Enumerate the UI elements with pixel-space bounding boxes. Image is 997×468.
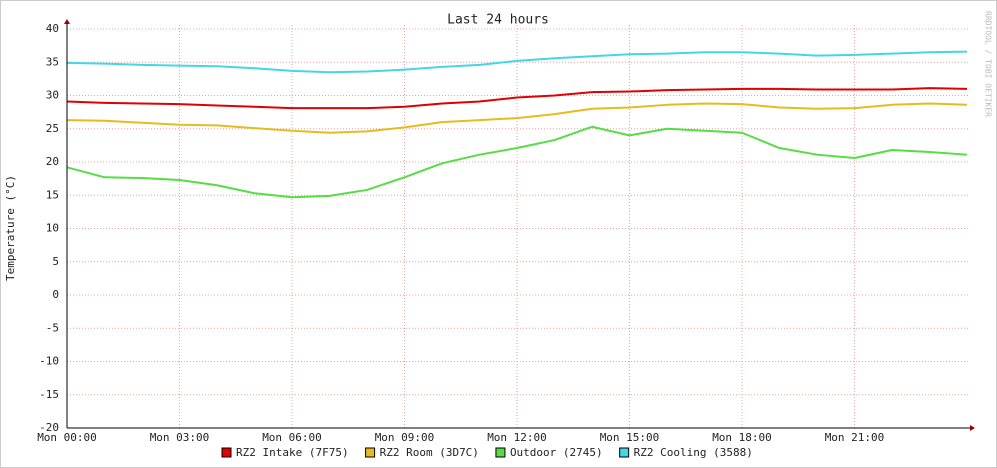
series-line xyxy=(66,125,968,199)
y-tick-label: 35 xyxy=(46,55,59,68)
y-tick-label: 0 xyxy=(52,288,59,301)
watermark: RRDTOOL / TOBI OETIKER xyxy=(984,11,993,117)
y-tick-label: -20 xyxy=(39,421,59,434)
legend-swatch xyxy=(365,447,376,458)
legend-swatch xyxy=(221,447,232,458)
x-tick-label: Mon 18:00 xyxy=(712,431,772,444)
y-axis-label: Temperature (°C) xyxy=(4,175,17,281)
series-line xyxy=(66,50,968,74)
legend-swatch xyxy=(619,447,630,458)
y-tick-label: -10 xyxy=(39,355,59,368)
y-tick-label: 5 xyxy=(52,255,59,268)
chart-title: Last 24 hours xyxy=(447,13,549,28)
y-tick-label: 15 xyxy=(46,188,59,201)
series-line xyxy=(66,87,968,110)
x-tick-label: Mon 09:00 xyxy=(375,431,435,444)
x-arrow xyxy=(970,425,975,431)
x-tick-label: Mon 21:00 xyxy=(825,431,885,444)
legend-label: RZ2 Cooling (3588) xyxy=(634,446,753,459)
legend-label: RZ2 Intake (7F75) xyxy=(236,446,349,459)
x-tick-label: Mon 00:00 xyxy=(37,431,97,444)
y-arrow xyxy=(64,19,70,24)
y-tick-label: -15 xyxy=(39,388,59,401)
y-tick-label: 20 xyxy=(46,155,59,168)
y-tick-label: 30 xyxy=(46,89,59,102)
legend-label: RZ2 Room (3D7C) xyxy=(380,446,479,459)
x-tick-label: Mon 15:00 xyxy=(600,431,660,444)
y-tick-label: -5 xyxy=(46,321,59,334)
legend: RZ2 Intake (7F75) RZ2 Room (3D7C) Outdoor … xyxy=(221,446,753,459)
y-tick-label: 40 xyxy=(46,22,59,35)
lines xyxy=(66,50,968,199)
x-tick-label: Mon 12:00 xyxy=(487,431,547,444)
series-line xyxy=(66,102,968,134)
x-tick-label: Mon 06:00 xyxy=(262,431,322,444)
legend-label: Outdoor (2745) xyxy=(510,446,603,459)
legend-swatch xyxy=(495,447,506,458)
y-tick-label: 10 xyxy=(46,222,59,235)
y-tick-label: 25 xyxy=(46,122,59,135)
x-tick-label: Mon 03:00 xyxy=(150,431,210,444)
